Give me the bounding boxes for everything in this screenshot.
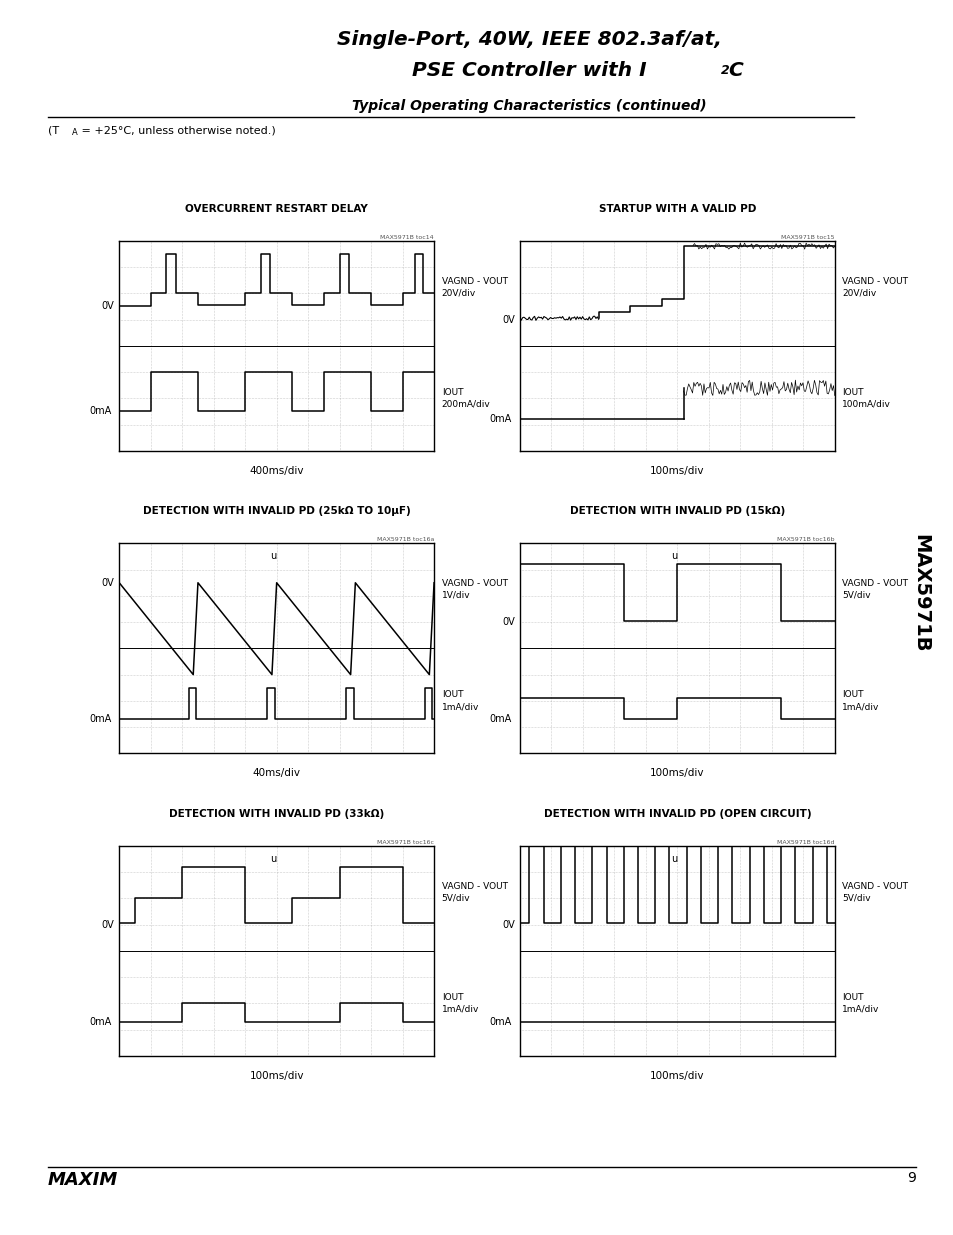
Text: IOUT
1mA/div: IOUT 1mA/div (441, 690, 478, 711)
Text: IOUT
1mA/div: IOUT 1mA/div (841, 993, 879, 1014)
Text: STARTUP WITH A VALID PD: STARTUP WITH A VALID PD (598, 204, 755, 214)
Text: A: A (71, 128, 77, 137)
Text: DETECTION WITH INVALID PD (25kΩ TO 10µF): DETECTION WITH INVALID PD (25kΩ TO 10µF) (143, 506, 410, 516)
Text: MAX5971B toc16d: MAX5971B toc16d (777, 840, 834, 845)
Text: VAGND - VOUT
20V/div: VAGND - VOUT 20V/div (441, 277, 507, 298)
Text: 400ms/div: 400ms/div (249, 466, 304, 475)
Text: (T: (T (48, 126, 59, 136)
Text: u: u (670, 853, 677, 863)
Text: 0V: 0V (102, 301, 114, 311)
Text: VAGND - VOUT
1V/div: VAGND - VOUT 1V/div (441, 579, 507, 600)
Text: Typical Operating Characteristics (continued): Typical Operating Characteristics (conti… (352, 99, 706, 112)
Text: 40ms/div: 40ms/div (253, 768, 300, 778)
Text: 100ms/div: 100ms/div (649, 466, 704, 475)
Text: OVERCURRENT RESTART DELAY: OVERCURRENT RESTART DELAY (185, 204, 368, 214)
Text: 100ms/div: 100ms/div (649, 1071, 704, 1081)
Text: DETECTION WITH INVALID PD (15kΩ): DETECTION WITH INVALID PD (15kΩ) (569, 506, 784, 516)
Text: 0mA: 0mA (89, 714, 112, 724)
Text: MAX5971B toc15: MAX5971B toc15 (781, 235, 834, 240)
Text: DETECTION WITH INVALID PD (OPEN CIRCUIT): DETECTION WITH INVALID PD (OPEN CIRCUIT) (543, 809, 810, 819)
Text: 0mA: 0mA (489, 414, 512, 425)
Text: Single-Port, 40W, IEEE 802.3af/at,: Single-Port, 40W, IEEE 802.3af/at, (336, 31, 721, 49)
Text: 0mA: 0mA (89, 1016, 112, 1026)
Text: 0V: 0V (102, 578, 114, 588)
Text: IOUT
1mA/div: IOUT 1mA/div (441, 993, 478, 1014)
Text: MAX5971B toc14: MAX5971B toc14 (380, 235, 434, 240)
Text: VAGND - VOUT
5V/div: VAGND - VOUT 5V/div (441, 882, 507, 903)
Text: VAGND - VOUT
5V/div: VAGND - VOUT 5V/div (841, 882, 907, 903)
Text: MAXIM: MAXIM (48, 1171, 118, 1189)
Text: u: u (670, 551, 677, 561)
Text: IOUT
100mA/div: IOUT 100mA/div (841, 388, 890, 409)
Text: PSE Controller with I: PSE Controller with I (412, 62, 646, 80)
Text: 0mA: 0mA (489, 714, 512, 724)
Text: u: u (270, 853, 276, 863)
Text: C: C (727, 62, 741, 80)
Text: 9: 9 (906, 1171, 915, 1184)
Text: 2: 2 (720, 63, 729, 77)
Text: VAGND - VOUT
20V/div: VAGND - VOUT 20V/div (841, 277, 907, 298)
Text: IOUT
1mA/div: IOUT 1mA/div (841, 690, 879, 711)
Text: 100ms/div: 100ms/div (249, 1071, 304, 1081)
Text: 0V: 0V (102, 920, 114, 930)
Text: MAX5971B toc16a: MAX5971B toc16a (376, 537, 434, 542)
Text: MAX5971B toc16b: MAX5971B toc16b (777, 537, 834, 542)
Text: 0mA: 0mA (89, 406, 112, 416)
Text: 0mA: 0mA (489, 1016, 512, 1026)
Text: u: u (270, 551, 276, 561)
Text: 0V: 0V (502, 315, 515, 325)
Text: IOUT
200mA/div: IOUT 200mA/div (441, 388, 490, 409)
Text: 0V: 0V (502, 920, 515, 930)
Text: MAX5971B toc16c: MAX5971B toc16c (376, 840, 434, 845)
Text: MAX5971B: MAX5971B (910, 534, 929, 652)
Text: 0V: 0V (502, 618, 515, 627)
Text: DETECTION WITH INVALID PD (33kΩ): DETECTION WITH INVALID PD (33kΩ) (169, 809, 384, 819)
Text: VAGND - VOUT
5V/div: VAGND - VOUT 5V/div (841, 579, 907, 600)
Text: 100ms/div: 100ms/div (649, 768, 704, 778)
Text: = +25°C, unless otherwise noted.): = +25°C, unless otherwise noted.) (78, 126, 275, 136)
